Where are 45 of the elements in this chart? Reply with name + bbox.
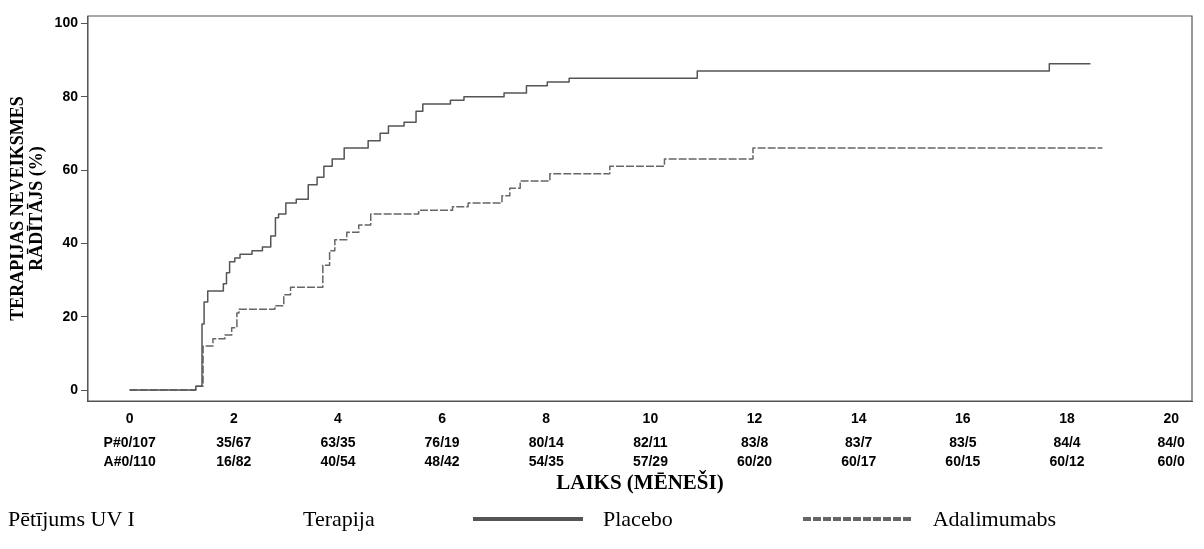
text: 60/17 xyxy=(841,452,877,469)
text: 83/5 xyxy=(949,433,977,450)
x-tick-label: 4 xyxy=(334,410,343,427)
y-tick-label: 0 xyxy=(70,380,79,397)
text: 83/8 xyxy=(740,433,769,450)
y-tick-label: 40 xyxy=(62,234,79,251)
x-tick-label: 16 xyxy=(955,410,971,427)
text: 84/0 xyxy=(1157,433,1186,450)
text: 48/42 xyxy=(424,452,460,469)
legend-label: Placebo xyxy=(603,506,673,532)
text: A#0/110 xyxy=(103,452,156,469)
text: 54/35 xyxy=(528,452,564,469)
text: 57/29 xyxy=(632,452,669,469)
y-axis-title: TERAPIJAS NEVEIKSMES RĀDĪTĀJS (%) xyxy=(6,96,48,321)
text: 60/20 xyxy=(737,452,773,469)
text: 16/82 xyxy=(216,452,252,469)
y-tick-label: 60 xyxy=(62,160,79,177)
y-tick-label: 100 xyxy=(54,14,79,31)
x-tick-label: 6 xyxy=(438,410,447,427)
x-tick-label: 14 xyxy=(850,410,867,427)
text: 40/54 xyxy=(320,452,356,469)
text: 76/19 xyxy=(424,433,460,450)
x-axis-title: LAIKS (MĒNEŠI) xyxy=(556,469,724,494)
legend-title: Terapija xyxy=(303,506,376,532)
legend-label: Adalimumabs xyxy=(932,506,1057,532)
text: 60/15 xyxy=(945,452,981,469)
text: Pētījums UV I xyxy=(8,506,136,532)
x-tick-label: 12 xyxy=(746,410,763,427)
x-tick-label: 20 xyxy=(1163,410,1180,427)
text: 35/67 xyxy=(216,433,252,450)
text: 82/11 xyxy=(633,433,668,450)
text: 60/12 xyxy=(1049,452,1085,469)
x-tick-label: 18 xyxy=(1059,410,1076,427)
x-tick-label: 2 xyxy=(229,410,238,427)
y-tick-label: 20 xyxy=(62,307,79,324)
x-tick-label: 0 xyxy=(125,410,134,427)
text: 60/0 xyxy=(1157,452,1186,469)
text: P#0/107 xyxy=(103,433,156,450)
text: 80/14 xyxy=(528,433,564,450)
y-tick-label: 80 xyxy=(62,87,79,104)
x-tick-label: 10 xyxy=(642,410,659,427)
x-tick-label: 8 xyxy=(542,410,551,427)
text: 83/7 xyxy=(845,433,873,450)
text: 63/35 xyxy=(320,433,356,450)
text: 84/4 xyxy=(1053,433,1081,450)
